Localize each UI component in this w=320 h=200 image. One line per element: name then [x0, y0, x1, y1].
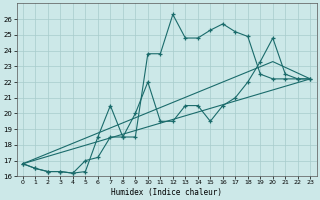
- X-axis label: Humidex (Indice chaleur): Humidex (Indice chaleur): [111, 188, 222, 197]
